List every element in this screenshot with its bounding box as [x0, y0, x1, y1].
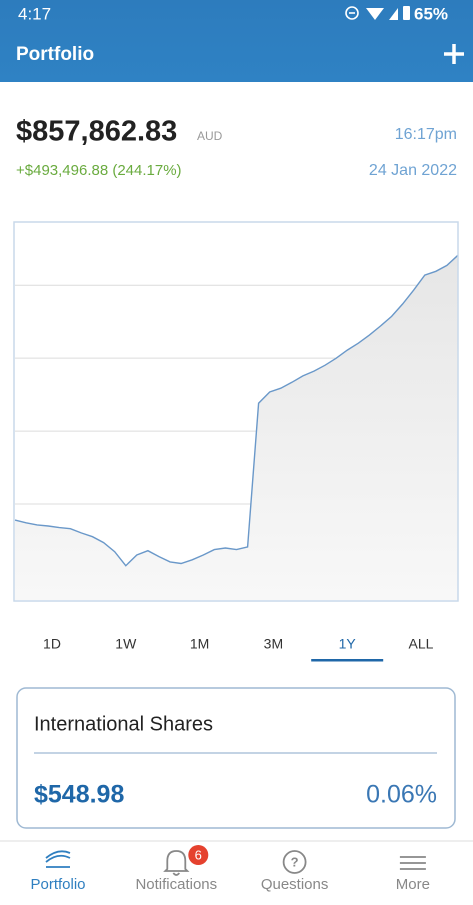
- range-tab[interactable]: 3M: [264, 636, 283, 652]
- nav-icon: [282, 850, 307, 874]
- nav-label: More: [396, 876, 430, 893]
- app-bar: [0, 0, 473, 82]
- add-button[interactable]: [444, 44, 464, 64]
- nav-badge-count: 6: [195, 847, 202, 862]
- nav-item[interactable]: ? Questions: [261, 850, 329, 893]
- nav-label: Notifications: [135, 876, 217, 893]
- range-tab[interactable]: 1W: [115, 636, 137, 652]
- range-tab[interactable]: 1M: [190, 636, 209, 652]
- price-line: [14, 254, 459, 567]
- nav-icon: [163, 850, 190, 876]
- update-date: 24 Jan 2022: [369, 162, 457, 179]
- holding-card[interactable]: [16, 687, 456, 829]
- update-time: 16:17pm: [395, 126, 457, 143]
- card-title: International Shares: [34, 713, 213, 735]
- nav-badge: [188, 845, 209, 865]
- status-icons: [345, 6, 410, 20]
- range-tab[interactable]: 1Y: [339, 636, 357, 652]
- nav-icon: [399, 856, 426, 870]
- nav-icon-glyph: ?: [291, 854, 299, 869]
- nav-item[interactable]: More: [396, 856, 430, 893]
- range-tab[interactable]: ALL: [409, 636, 434, 652]
- portfolio-value: $857,862.83: [16, 116, 177, 148]
- battery-level: 65%: [414, 4, 448, 23]
- range-tab[interactable]: 1D: [43, 636, 61, 652]
- chart-frame: [13, 221, 459, 602]
- range-tabs: 1D 1W 1M 3M 1Y ALL: [43, 636, 434, 662]
- nav-icon: [45, 850, 71, 868]
- tab-indicator: [311, 659, 384, 662]
- chart: [14, 254, 459, 600]
- portfolio-change: +$493,496.88 (244.17%): [16, 162, 182, 179]
- card-change: 0.06%: [366, 781, 437, 809]
- nav-item[interactable]: Portfolio: [30, 850, 86, 893]
- nav-item[interactable]: Notifications 6: [135, 845, 217, 893]
- nav-label: Questions: [261, 876, 329, 893]
- area-fill: [15, 255, 458, 600]
- card-value: $548.98: [34, 781, 124, 809]
- currency: AUD: [197, 129, 223, 143]
- bottom-nav: Portfolio Notifications 6 ? Questions More: [30, 845, 430, 893]
- header-title: Portfolio: [16, 44, 94, 65]
- nav-label: Portfolio: [30, 876, 85, 893]
- status-time: 4:17: [18, 4, 51, 23]
